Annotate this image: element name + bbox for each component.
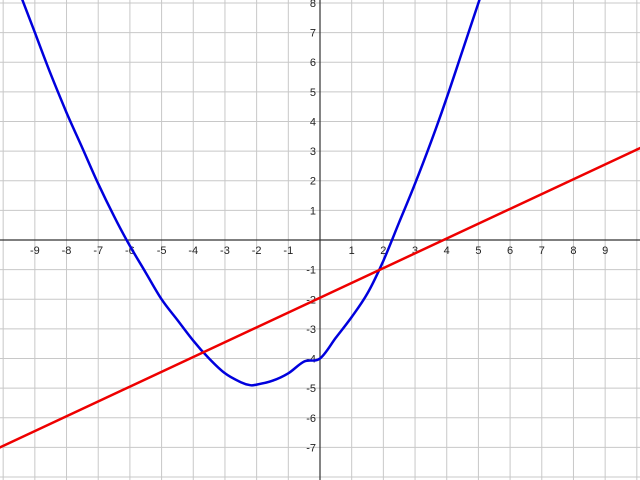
x-tick-label: -9: [30, 245, 40, 257]
y-tick-label: 3: [310, 146, 316, 158]
y-tick-label: 5: [310, 87, 316, 99]
x-tick-label: 1: [349, 245, 355, 257]
x-tick-label: 7: [539, 245, 545, 257]
x-tick-label: 4: [444, 245, 450, 257]
y-tick-label: 2: [310, 176, 316, 188]
x-tick-label: 6: [507, 245, 513, 257]
x-tick-label: -5: [157, 245, 167, 257]
y-tick-label: 4: [310, 116, 316, 128]
straight-line: [0, 146, 640, 449]
x-tick-label: -6: [125, 245, 135, 257]
x-tick-label: -3: [220, 245, 230, 257]
y-tick-label: -5: [306, 383, 316, 395]
x-tick-label: 2: [380, 245, 386, 257]
y-tick-label: 6: [310, 57, 316, 69]
y-tick-label: -2: [306, 294, 316, 306]
x-tick-label: -2: [252, 245, 262, 257]
x-tick-label: -1: [283, 245, 293, 257]
x-tick-label: 5: [475, 245, 481, 257]
x-tick-label: 3: [412, 245, 418, 257]
y-tick-label: 7: [310, 28, 316, 40]
y-tick-label: -1: [306, 265, 316, 277]
plot-series: [0, 0, 640, 449]
x-tick-label: -7: [93, 245, 103, 257]
y-tick-label: -3: [306, 324, 316, 336]
parabola-curve: [21, 0, 481, 387]
x-tick-labels: -9 -8 -7 -6 -5 -4 -3 -2 -1 1 2 3 4 5 6 7 8 9: [30, 245, 608, 257]
x-tick-label: -8: [62, 245, 72, 257]
x-tick-label: -4: [188, 245, 198, 257]
y-tick-label: 8: [310, 0, 316, 10]
y-tick-label: -7: [306, 442, 316, 454]
y-tick-label: 1: [310, 205, 316, 217]
x-tick-label: 8: [570, 245, 576, 257]
x-tick-label: 9: [602, 245, 608, 257]
y-tick-label: -6: [306, 413, 316, 425]
